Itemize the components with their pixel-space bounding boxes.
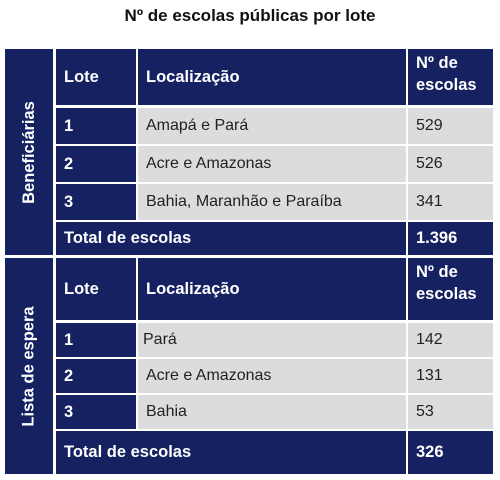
row-localizacao: Acre e Amazonas — [138, 359, 406, 393]
table-title: Nº de escolas públicas por lote — [124, 6, 376, 25]
total-value: 1.396 — [408, 222, 493, 255]
row-localizacao: Amapá e Pará — [138, 108, 406, 144]
row-localizacao: Bahia, Maranhão e Paraíba — [138, 184, 406, 220]
row-lote: 1 — [56, 108, 136, 144]
row-escolas: 142 — [408, 323, 493, 357]
header-lote: Lote — [56, 49, 136, 105]
header-localizacao: Localização — [138, 49, 406, 105]
row-localizacao: Bahia — [138, 395, 406, 429]
total-value: 326 — [408, 431, 493, 474]
section-label-lista-de-espera: Lista de espera — [5, 258, 53, 474]
header-n-escolas: Nº de escolas — [408, 258, 493, 320]
row-lote: 1 — [56, 323, 136, 357]
row-escolas: 53 — [408, 395, 493, 429]
section-label-text: Lista de espera — [19, 305, 38, 427]
row-escolas: 131 — [408, 359, 493, 393]
header-localizacao: Localização — [138, 258, 406, 320]
row-escolas: 529 — [408, 108, 493, 144]
row-lote: 2 — [56, 146, 136, 182]
row-lote: 3 — [56, 395, 136, 429]
row-escolas: 341 — [408, 184, 493, 220]
row-escolas: 526 — [408, 146, 493, 182]
row-localizacao: Pará — [138, 323, 406, 357]
section-label-beneficiarias: Beneficiárias — [5, 49, 53, 255]
row-lote: 2 — [56, 359, 136, 393]
total-label: Total de escolas — [56, 431, 406, 474]
section-label-text: Beneficiárias — [19, 100, 38, 204]
row-lote: 3 — [56, 184, 136, 220]
total-label: Total de escolas — [56, 222, 406, 255]
schools-table: Beneficiárias Lote Localização Nº de esc… — [5, 49, 493, 474]
header-n-escolas: Nº de escolas — [408, 49, 493, 105]
row-localizacao: Acre e Amazonas — [138, 146, 406, 182]
header-lote: Lote — [56, 258, 136, 320]
